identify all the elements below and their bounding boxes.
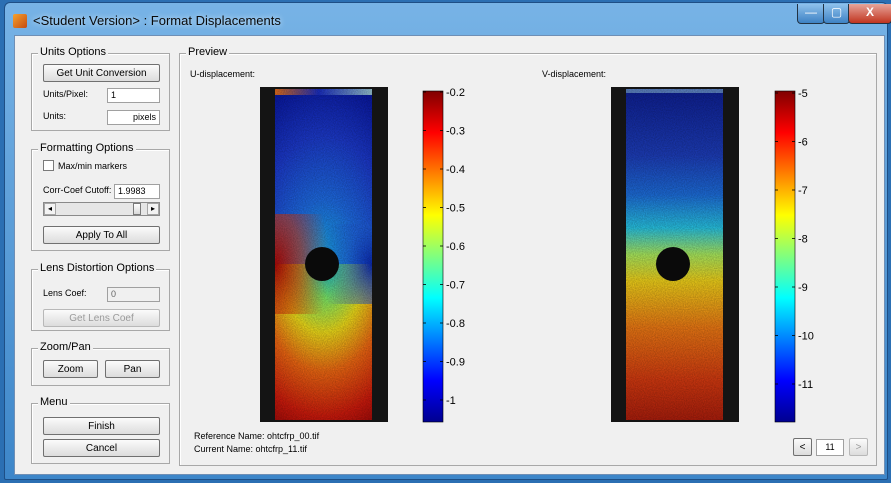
zoom-button[interactable]: Zoom xyxy=(43,360,98,378)
menu-panel: Menu Finish Cancel xyxy=(31,396,170,464)
v-colorbar-tick-label: -11 xyxy=(798,379,813,391)
u-colorbar-tick-label: -0.4 xyxy=(446,164,465,176)
formatting-options-panel: Formatting Options Max/min markers Corr-… xyxy=(31,142,170,251)
lens-coef-input[interactable]: 0 xyxy=(107,287,160,302)
u-displacement-label: U-displacement: xyxy=(190,69,256,79)
apply-to-all-button[interactable]: Apply To All xyxy=(43,226,160,244)
title-bar[interactable]: <Student Version> : Format Displacements… xyxy=(5,3,891,35)
v-colorbar-tick-label: -8 xyxy=(798,234,808,246)
preview-plots: -0.2-0.3-0.4-0.5-0.6-0.7-0.8-0.9-1 -5-6-… xyxy=(260,87,814,423)
u-colorbar-tick-label: -0.7 xyxy=(446,280,465,292)
u-colorbar-tick-label: -0.6 xyxy=(446,241,465,253)
units-options-panel: Units Options Get Unit Conversion Units/… xyxy=(31,46,170,131)
pan-button[interactable]: Pan xyxy=(105,360,160,378)
v-colorbar-tick-label: -6 xyxy=(798,137,808,149)
lens-coef-label: Lens Coef: xyxy=(43,288,87,298)
units-per-pixel-input[interactable]: 1 xyxy=(107,88,160,103)
units-per-pixel-label: Units/Pixel: xyxy=(43,89,89,99)
frame-number-input[interactable]: 11 xyxy=(816,439,844,456)
corr-coef-cutoff-label: Corr-Coef Cutoff: xyxy=(43,185,112,195)
v-displacement-label: V-displacement: xyxy=(542,69,607,79)
finish-button[interactable]: Finish xyxy=(43,417,160,435)
lens-distortion-panel: Lens Distortion Options Lens Coef: 0 Get… xyxy=(31,262,170,331)
minimize-button[interactable]: — xyxy=(797,4,825,24)
units-label: Units: xyxy=(43,111,67,121)
preview-panel: Preview U-displacement: V-displacement: xyxy=(179,46,877,466)
maxmin-markers-checkbox[interactable] xyxy=(43,160,54,171)
menu-title: Menu xyxy=(38,396,70,408)
v-colorbar-tick-label: -9 xyxy=(798,282,808,294)
slider-left-arrow-icon[interactable]: ◂ xyxy=(44,203,56,215)
get-lens-coef-button[interactable]: Get Lens Coef xyxy=(43,309,160,327)
zoom-pan-panel: Zoom/Pan Zoom Pan xyxy=(31,341,170,386)
window-title: <Student Version> : Format Displacements xyxy=(33,13,281,28)
get-unit-conversion-button[interactable]: Get Unit Conversion xyxy=(43,64,160,82)
zoom-pan-title: Zoom/Pan xyxy=(38,341,93,353)
matlab-logo-icon xyxy=(13,14,27,28)
u-colorbar-tick-label: -0.3 xyxy=(446,126,465,138)
formatting-options-title: Formatting Options xyxy=(38,142,136,154)
units-input[interactable]: pixels xyxy=(107,110,160,125)
u-displacement-image xyxy=(260,87,388,422)
preview-title: Preview xyxy=(186,46,230,58)
units-options-title: Units Options xyxy=(38,46,109,58)
slider-right-arrow-icon[interactable]: ▸ xyxy=(147,203,159,215)
u-colorbar-tick-label: -0.2 xyxy=(446,87,465,99)
slider-thumb[interactable] xyxy=(132,203,141,215)
close-button[interactable]: X xyxy=(848,4,891,24)
next-frame-button[interactable]: > xyxy=(849,438,868,456)
u-colorbar-tick-label: -1 xyxy=(446,395,456,407)
app-window: <Student Version> : Format Displacements… xyxy=(4,2,891,480)
reference-name-label: Reference Name: ohtcfrp_00.tif xyxy=(194,431,320,441)
v-colorbar-tick-label: -5 xyxy=(798,88,808,100)
corr-coef-cutoff-input[interactable]: 1.9983 xyxy=(114,184,160,199)
u-colorbar-tick-label: -0.8 xyxy=(446,318,465,330)
v-colorbar-tick-label: -10 xyxy=(798,331,814,343)
current-name-label: Current Name: ohtcfrp_11.tif xyxy=(194,444,307,454)
u-colorbar-tick-label: -0.5 xyxy=(446,203,465,215)
v-colorbar: -5 -6 -7 -8 -9 -10 -11 xyxy=(774,88,814,423)
client-area: Units Options Get Unit Conversion Units/… xyxy=(14,35,885,475)
previous-frame-button[interactable]: < xyxy=(793,438,812,456)
u-colorbar: -0.2 -0.3 -0.4 -0.5 -0.6 -0.7 -0.8 -0.9 -1 xyxy=(422,87,465,423)
v-displacement-image xyxy=(611,87,739,422)
v-colorbar-tick-label: -7 xyxy=(798,185,808,197)
cancel-button[interactable]: Cancel xyxy=(43,439,160,457)
maximize-button[interactable]: ▢ xyxy=(823,4,850,24)
maxmin-markers-label: Max/min markers xyxy=(58,161,128,171)
lens-distortion-title: Lens Distortion Options xyxy=(38,262,157,274)
corr-coef-slider[interactable]: ◂ ▸ xyxy=(43,202,160,216)
u-colorbar-tick-label: -0.9 xyxy=(446,357,465,369)
